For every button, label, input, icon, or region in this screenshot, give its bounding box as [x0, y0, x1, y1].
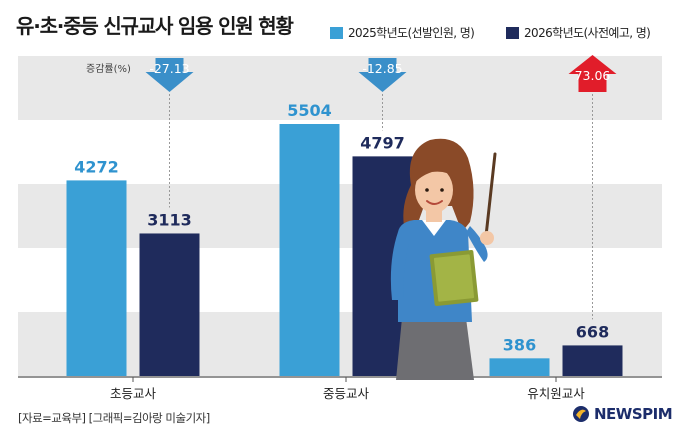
newspim-logo-icon [573, 406, 589, 422]
bar-2025-1 [279, 124, 340, 376]
change-rate-label: -27.13 [149, 61, 189, 76]
value-label: 3113 [147, 210, 192, 229]
chart-title: 유·초·중등 신규교사 임용 인원 현황 [16, 14, 294, 38]
change-arrow-down-icon [145, 58, 194, 92]
bar-2025-0 [66, 180, 127, 376]
footer-source: [자료=교육부] [그래픽=김아랑 미술기자] [18, 411, 210, 425]
category-label: 중등교사 [323, 386, 370, 401]
change-rate-label: -12.85 [362, 61, 402, 76]
value-label: 4797 [360, 133, 405, 152]
legend-item-2025: 2025학년도(선발인원, 명) [330, 24, 475, 41]
legend-swatch-2025 [330, 26, 343, 39]
newspim-logo: NEWSPIM [572, 405, 673, 423]
legend-item-2026: 2026학년도(사전예고, 명) [506, 24, 651, 41]
value-label: 668 [576, 322, 609, 341]
category-label: 유치원교사 [527, 386, 585, 401]
newspim-logo-text: NEWSPIM [594, 405, 673, 423]
grid-band [18, 56, 662, 120]
change-arrow-down-icon [358, 58, 407, 92]
change-axis-label: 증감률(%) [86, 63, 131, 75]
teacher-illustration [390, 138, 497, 380]
value-label: 386 [503, 335, 536, 354]
bar-2026-2 [562, 345, 623, 376]
bar-2025-2 [489, 358, 550, 376]
legend-label-2025: 2025학년도(선발인원, 명) [348, 26, 475, 40]
change-rate-label: 73.06 [575, 68, 611, 83]
change-arrow-up-icon [568, 55, 617, 92]
value-label: 4272 [74, 157, 119, 176]
legend-label-2026: 2026학년도(사전예고, 명) [524, 26, 651, 40]
category-label: 초등교사 [110, 386, 157, 401]
bar-2026-0 [139, 233, 200, 376]
value-label: 5504 [287, 101, 332, 120]
legend-swatch-2026 [506, 26, 519, 39]
